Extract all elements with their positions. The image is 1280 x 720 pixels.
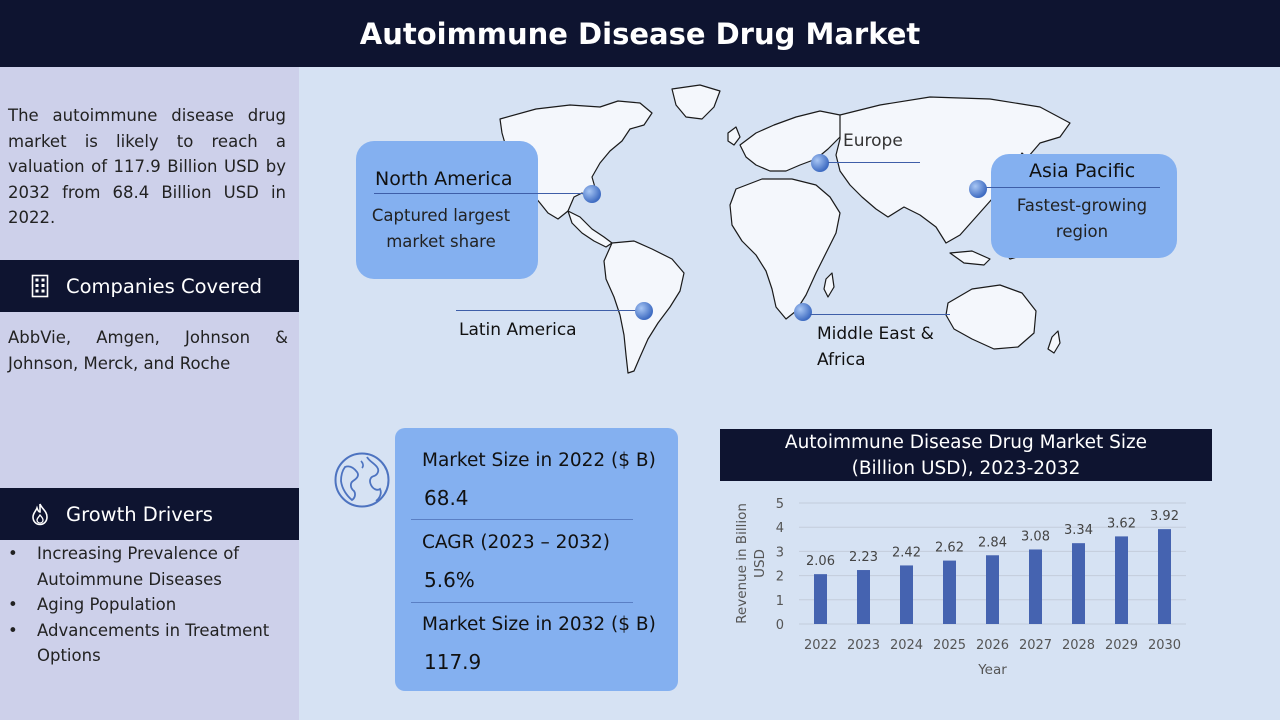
- y-tick-label: 1: [776, 594, 784, 609]
- data-label: 3.92: [1150, 509, 1179, 524]
- x-tick-label: 2022: [804, 638, 837, 653]
- drivers-list: Increasing Prevalence of Autoimmune Dise…: [8, 541, 293, 669]
- mea-connector: [810, 314, 950, 315]
- y-tick-label: 0: [776, 618, 784, 633]
- y-tick-label: 5: [776, 497, 784, 512]
- world-map-illustration: [499, 84, 1071, 374]
- data-label: 3.08: [1021, 529, 1050, 544]
- world-map-section: North America Captured largest market sh…: [300, 67, 1280, 407]
- north-america-subtitle-2: market share: [386, 232, 496, 251]
- asia-pacific-marker: [969, 180, 987, 198]
- page-header: Autoimmune Disease Drug Market: [0, 0, 1280, 67]
- drivers-heading-label: Growth Drivers: [66, 502, 213, 526]
- y-axis-label: Revenue in Billion USD: [734, 503, 768, 624]
- sidebar: The autoimmune disease drug market is li…: [0, 67, 299, 720]
- mea-title-2: Africa: [817, 350, 866, 370]
- x-tick-label: 2028: [1062, 638, 1095, 653]
- data-label: 2.84: [978, 535, 1007, 550]
- data-label: 2.62: [935, 541, 964, 556]
- europe-marker: [811, 154, 829, 172]
- latin-america-connector: [456, 310, 642, 311]
- flame-icon: [28, 502, 52, 526]
- companies-heading: Companies Covered: [0, 260, 299, 312]
- globe-icon: [334, 452, 390, 508]
- cagr-label: CAGR (2023 – 2032): [422, 532, 610, 553]
- asia-pacific-subtitle-1: Fastest-growing: [1016, 196, 1148, 215]
- chart-title-line-1: Autoimmune Disease Drug Market Size: [784, 432, 1148, 453]
- companies-heading-label: Companies Covered: [66, 274, 263, 298]
- north-america-connector: [374, 193, 584, 194]
- data-label: 3.62: [1107, 516, 1136, 531]
- bar: [857, 570, 870, 624]
- intro-text: The autoimmune disease drug market is li…: [8, 106, 286, 227]
- data-label: 3.34: [1064, 523, 1093, 538]
- x-tick-label: 2025: [933, 638, 966, 653]
- mea-title-1: Middle East &: [817, 324, 934, 344]
- north-america-title: North America: [375, 168, 513, 190]
- bar: [900, 565, 913, 624]
- north-america-marker: [583, 185, 601, 203]
- europe-connector: [828, 162, 920, 163]
- asia-pacific-card: [991, 154, 1177, 258]
- chart-title: Autoimmune Disease Drug Market Size (Bil…: [720, 429, 1212, 481]
- page-title: Autoimmune Disease Drug Market: [359, 16, 921, 51]
- stat-divider: [411, 602, 633, 603]
- north-america-subtitle-1: Captured largest: [371, 206, 511, 225]
- bar: [943, 560, 956, 624]
- y-tick-label: 3: [776, 545, 784, 560]
- data-label: 2.42: [892, 545, 921, 560]
- x-tick-label: 2030: [1148, 638, 1181, 653]
- market-2022-label: Market Size in 2022 ($ B): [422, 450, 656, 471]
- x-axis-label: Year: [977, 662, 1007, 678]
- x-tick-label: 2023: [847, 638, 880, 653]
- chart-title-line-2: (Billion USD), 2023-2032: [851, 458, 1081, 479]
- north-america-card: [356, 141, 538, 279]
- market-2032-value: 117.9: [424, 650, 482, 674]
- x-tick-label: 2026: [976, 638, 1009, 653]
- companies-text: AbbVie, Amgen, Johnson & Johnson, Merck,…: [8, 328, 288, 373]
- bar: [1029, 549, 1042, 624]
- bar: [986, 555, 999, 624]
- list-item: Aging Population: [8, 592, 293, 618]
- y-tick-label: 4: [776, 521, 784, 536]
- cagr-value: 5.6%: [424, 568, 475, 592]
- mea-marker: [794, 303, 812, 321]
- asia-pacific-connector: [982, 187, 1160, 188]
- data-label: 2.06: [806, 554, 835, 569]
- bar: [1072, 543, 1085, 624]
- market-2032-label: Market Size in 2032 ($ B): [422, 614, 656, 635]
- drivers-heading: Growth Drivers: [0, 488, 299, 540]
- asia-pacific-subtitle-2: region: [1055, 222, 1109, 241]
- bar: [1115, 536, 1128, 624]
- stat-divider: [411, 519, 633, 520]
- bar: [1158, 529, 1171, 624]
- bar: [814, 574, 827, 624]
- x-tick-label: 2024: [890, 638, 923, 653]
- building-icon: [28, 274, 52, 298]
- x-tick-label: 2027: [1019, 638, 1052, 653]
- latin-america-title: Latin America: [459, 320, 577, 340]
- data-label: 2.23: [849, 550, 878, 565]
- latin-america-marker: [635, 302, 653, 320]
- x-tick-label: 2029: [1105, 638, 1138, 653]
- market-stats-card: Market Size in 2022 ($ B) 68.4 CAGR (202…: [395, 428, 678, 691]
- y-tick-label: 2: [776, 570, 784, 585]
- asia-pacific-title: Asia Pacific: [1029, 160, 1136, 182]
- bar-chart: 0 1 2 3 4 5 2.06 2022 2.23 2023 2.42 2024 2.62 2025 2.…: [734, 497, 1186, 678]
- list-item: Increasing Prevalence of Autoimmune Dise…: [8, 541, 293, 592]
- market-2022-value: 68.4: [424, 486, 469, 510]
- europe-title: Europe: [843, 131, 903, 151]
- list-item: Advancements in Treatment Options: [8, 618, 293, 669]
